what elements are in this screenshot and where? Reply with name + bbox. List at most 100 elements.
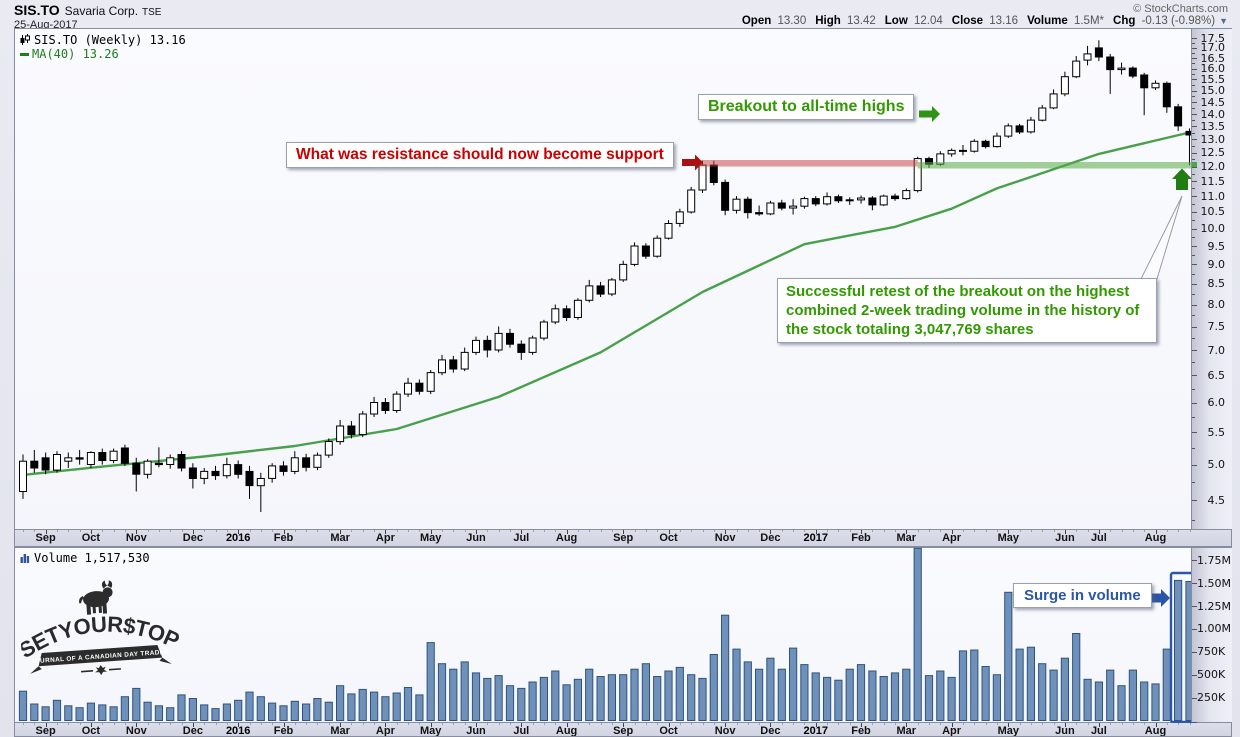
week-tick bbox=[827, 723, 829, 725]
week-tick bbox=[849, 530, 851, 532]
week-tick bbox=[34, 530, 36, 532]
month-label: Dec bbox=[760, 725, 781, 737]
price-tick bbox=[1192, 42, 1195, 44]
week-tick bbox=[464, 530, 466, 532]
volume-bar bbox=[98, 704, 107, 721]
price-axis-label: 13.0 bbox=[1200, 132, 1226, 146]
volume-bar bbox=[177, 694, 186, 721]
volume-tick bbox=[1192, 560, 1197, 562]
bull-icon bbox=[79, 580, 113, 615]
ma-legend-label: MA(40) 13.26 bbox=[32, 47, 119, 61]
week-tick bbox=[306, 530, 308, 532]
week-tick bbox=[657, 530, 659, 532]
candle-body bbox=[789, 205, 798, 209]
month-tick bbox=[1008, 723, 1010, 727]
week-tick bbox=[113, 530, 115, 532]
red-right-arrow-icon bbox=[682, 154, 703, 171]
week-tick bbox=[679, 530, 681, 532]
volume-tick bbox=[1192, 583, 1197, 585]
volume-bar bbox=[890, 672, 900, 721]
price-tick bbox=[1192, 196, 1197, 198]
month-tick bbox=[566, 723, 568, 727]
volume-bar bbox=[245, 691, 254, 722]
price-tick bbox=[1192, 114, 1197, 115]
candle-body bbox=[370, 402, 379, 415]
price-axis-label: 12.5 bbox=[1200, 146, 1226, 160]
candle-body bbox=[1004, 125, 1013, 137]
volume-bar bbox=[1128, 669, 1138, 721]
volume-bar bbox=[528, 681, 537, 721]
volume-bar bbox=[336, 685, 345, 721]
price-axis-label: 11.5 bbox=[1200, 174, 1226, 188]
candle-body bbox=[19, 460, 27, 493]
green-right-arrow-icon bbox=[919, 106, 940, 122]
volume-bar bbox=[1004, 591, 1013, 721]
month-tick bbox=[340, 723, 342, 727]
volume-bar bbox=[879, 676, 888, 721]
price-tick bbox=[1192, 255, 1195, 257]
week-tick bbox=[985, 723, 987, 725]
week-tick bbox=[736, 530, 738, 532]
candle-body bbox=[188, 467, 197, 479]
month-tick bbox=[623, 723, 625, 727]
candle-body bbox=[290, 457, 299, 472]
candle-body bbox=[1038, 107, 1047, 121]
price-axis-label: 15.0 bbox=[1200, 84, 1226, 97]
volume-bar bbox=[596, 676, 605, 721]
month-tick bbox=[725, 530, 727, 534]
volume-bar bbox=[1151, 683, 1160, 721]
candle-body bbox=[732, 198, 741, 211]
candle-body bbox=[857, 197, 865, 201]
candle-body bbox=[358, 413, 367, 436]
week-tick bbox=[940, 723, 942, 725]
volume-bar bbox=[845, 668, 854, 721]
volume-bar bbox=[721, 614, 730, 721]
week-tick bbox=[555, 723, 557, 725]
candle-body bbox=[483, 339, 492, 351]
month-label: Nov bbox=[714, 725, 736, 737]
price-tick bbox=[1192, 283, 1197, 285]
candle-body bbox=[415, 382, 424, 392]
price-axis-label: 10.5 bbox=[1200, 205, 1226, 219]
volume-bar bbox=[630, 668, 639, 721]
volume-bar bbox=[109, 706, 118, 722]
price-axis-label: 8.5 bbox=[1207, 277, 1226, 291]
month-tick bbox=[1064, 530, 1066, 534]
week-tick bbox=[1019, 530, 1021, 532]
week-tick bbox=[1030, 530, 1032, 532]
week-tick bbox=[985, 530, 987, 532]
price-axis-label: 13.5 bbox=[1200, 119, 1226, 133]
candle-body bbox=[404, 382, 412, 395]
week-tick bbox=[1053, 530, 1055, 532]
candle-body bbox=[845, 199, 854, 202]
week-tick bbox=[1019, 723, 1021, 725]
quote-value: 13.30 bbox=[774, 15, 807, 27]
week-tick bbox=[204, 530, 206, 532]
annotation-retest: Successful retest of the breakout on the… bbox=[777, 278, 1157, 343]
month-label: Apr bbox=[375, 532, 395, 544]
volume-bar bbox=[800, 664, 809, 721]
month-tick bbox=[45, 723, 47, 727]
month-label: Sep bbox=[35, 532, 56, 544]
week-tick bbox=[272, 530, 274, 532]
week-tick bbox=[1076, 723, 1078, 725]
candle-body bbox=[517, 343, 526, 353]
candle-body bbox=[120, 447, 129, 464]
month-tick bbox=[90, 723, 92, 727]
price-axis-label: 11.0 bbox=[1200, 189, 1226, 203]
price-tick bbox=[1192, 52, 1195, 54]
volume-bar bbox=[86, 702, 96, 722]
week-tick bbox=[645, 723, 647, 725]
exchange-name: TSE bbox=[142, 7, 162, 18]
price-tick bbox=[1192, 274, 1195, 275]
price-tick bbox=[1192, 38, 1197, 39]
week-tick bbox=[419, 530, 421, 532]
price-tick bbox=[1192, 102, 1197, 103]
candle-body bbox=[573, 299, 582, 318]
candle-body bbox=[86, 452, 95, 465]
week-tick bbox=[747, 723, 749, 725]
quote-bar: Open 13.30 High 13.42 Low 12.04 Close 13.16… bbox=[733, 15, 1228, 27]
month-tick bbox=[385, 530, 387, 534]
quote-label: Close bbox=[951, 15, 984, 27]
week-tick bbox=[555, 530, 557, 532]
